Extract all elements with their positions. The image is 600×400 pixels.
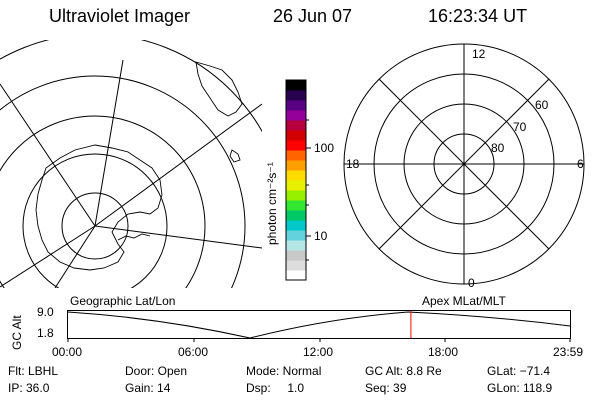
- color-bar-band: [286, 270, 306, 281]
- geographic-map: [0, 40, 262, 288]
- color-bar-frame: [285, 79, 307, 281]
- color-bar-band: [286, 120, 306, 131]
- mlt-label-noon: 12: [472, 47, 486, 61]
- antarctica-coastline: [35, 144, 163, 271]
- color-bar-band: [286, 250, 306, 261]
- polar-plot: [343, 43, 585, 285]
- dsp-status: Dsp: 1.0: [246, 381, 305, 395]
- lat-circle: [61, 192, 129, 260]
- timeline-x-tick: 00:00: [52, 345, 83, 359]
- color-bar-band: [286, 130, 306, 141]
- color-bar-band: [286, 240, 306, 251]
- color-bar-band: [286, 230, 306, 241]
- lon-line: [0, 225, 96, 288]
- color-bar-band: [286, 260, 306, 271]
- timeline-y-tick: 9.0: [37, 305, 54, 319]
- color-bar-band: [286, 160, 306, 171]
- lat-circle: [0, 75, 246, 288]
- seq-status: Seq: 39: [365, 381, 407, 395]
- altitude-curve: [67, 311, 571, 339]
- color-bar-band: [286, 90, 306, 101]
- color-bar-band: [286, 140, 306, 151]
- color-bar-band: [286, 110, 306, 121]
- color-bar-band: [286, 210, 306, 221]
- lon-line: [94, 103, 262, 227]
- timeline-x-tick: 18:00: [428, 345, 459, 359]
- mlt-label-midnight: 0: [468, 276, 475, 290]
- color-bar-tick-label: 100: [314, 141, 335, 155]
- lat-circle: [22, 153, 168, 288]
- glat-status: GLat: −71.4: [487, 364, 551, 378]
- color-bar: [286, 80, 306, 281]
- timeline-x-tick: 06:00: [178, 345, 209, 359]
- lon-line: [0, 83, 96, 227]
- mlt-label-dawn: 6: [577, 157, 584, 171]
- timeline-x-tick: 23:59: [553, 345, 584, 359]
- color-bar-band: [286, 190, 306, 201]
- left-map-caption: Geographic Lat/Lon: [70, 294, 176, 308]
- timeline-y-label: GC Alt: [10, 315, 24, 350]
- color-bar-band: [286, 80, 306, 91]
- mlt-label-dusk: 18: [346, 157, 360, 171]
- color-bar-band: [286, 200, 306, 211]
- timeline-frame: [67, 310, 571, 339]
- instrument-title: Ultraviolet Imager: [49, 6, 191, 26]
- door-status: Door: Open: [125, 364, 188, 378]
- color-bar-band: [286, 100, 306, 111]
- timeline-plot: [67, 310, 571, 342]
- peninsula-coastline: [117, 233, 151, 241]
- timeline-y-tick: 1.8: [37, 326, 54, 340]
- color-bar-band: [286, 220, 306, 231]
- color-bar-band: [286, 170, 306, 181]
- gc-alt-status: GC Alt: 8.8 Re: [365, 364, 442, 378]
- date-label: 26 Jun 07: [273, 6, 353, 26]
- right-map-caption: Apex MLat/MLT: [422, 294, 506, 308]
- mlat-label: 70: [513, 120, 527, 134]
- lon-line: [54, 225, 96, 288]
- south-america-coastline: [195, 61, 243, 117]
- mlat-label: 60: [535, 98, 549, 112]
- mlat-label: 80: [491, 141, 505, 155]
- timeline-x-tick: 12:00: [303, 345, 334, 359]
- lon-line: [94, 225, 262, 249]
- glon-status: GLon: 118.9: [487, 381, 553, 395]
- filter-status: Flt: LBHL: [8, 364, 59, 378]
- mode-status: Mode: Normal: [246, 364, 322, 378]
- color-bar-band: [286, 150, 306, 161]
- lat-circle: [0, 115, 206, 288]
- color-bar-unit: photon cm⁻²s⁻¹: [265, 162, 279, 245]
- gain-status: Gain: 14: [125, 381, 171, 395]
- lon-line: [94, 59, 124, 227]
- lat-circle: [0, 40, 262, 133]
- time-label: 16:23:34 UT: [428, 6, 528, 26]
- mlt-line: [378, 78, 550, 250]
- ip-status: IP: 36.0: [8, 381, 50, 395]
- color-bar-tick-label: 10: [314, 229, 328, 243]
- island-coastline: [229, 149, 241, 163]
- color-bar-band: [286, 180, 306, 191]
